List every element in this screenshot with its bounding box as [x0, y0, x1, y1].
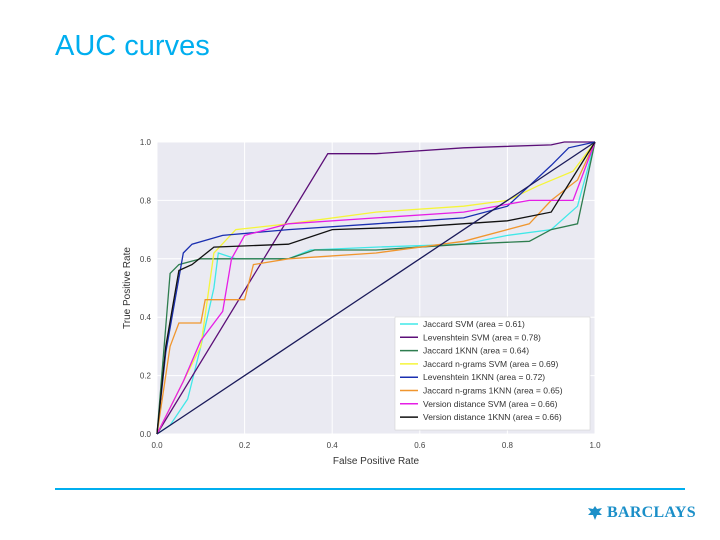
legend-label-6: Version distance SVM (area = 0.66) — [423, 399, 558, 409]
legend-label-0: Jaccard SVM (area = 0.61) — [423, 319, 525, 329]
eagle-icon — [588, 506, 602, 520]
x-axis-label: False Positive Rate — [333, 456, 420, 467]
legend-label-4: Levenshtein 1KNN (area = 0.72) — [423, 372, 545, 382]
y-tick-label: 0.6 — [140, 255, 152, 264]
x-tick-label: 0.0 — [151, 441, 163, 450]
x-tick-label: 0.4 — [327, 441, 339, 450]
y-tick-label: 0.2 — [140, 372, 152, 381]
legend-label-2: Jaccard 1KNN (area = 0.64) — [423, 346, 529, 356]
x-tick-labels: 0.0 0.2 0.4 0.6 0.8 1.0 — [151, 441, 601, 450]
legend-box — [394, 316, 591, 431]
series-line-7 — [156, 141, 596, 435]
legend-label-1: Levenshtein SVM (area = 0.78) — [423, 332, 541, 342]
auc-chart: 0.0 0.2 0.4 0.6 0.8 1.0 0.0 0.2 0.4 0.6 0.8 1.0 Fa… — [122, 138, 601, 467]
series-line-4 — [156, 141, 596, 435]
slide-title: AUC curves — [55, 30, 210, 62]
x-tick-label: 0.6 — [414, 441, 426, 450]
series-line-5 — [156, 141, 596, 435]
series-line-2 — [156, 141, 596, 435]
legend-label-3: Jaccard n-grams SVM (area = 0.69) — [423, 359, 559, 369]
x-tick-label: 0.8 — [502, 441, 514, 450]
x-tick-label: 0.2 — [239, 441, 251, 450]
y-tick-labels: 0.0 0.2 0.4 0.6 0.8 1.0 — [140, 138, 152, 439]
footer-divider — [55, 488, 685, 490]
x-tick-label: 1.0 — [589, 441, 601, 450]
legend-label-7: Version distance 1KNN (area = 0.66) — [423, 412, 562, 422]
legend-label-5: Jaccard n-grams 1KNN (area = 0.65) — [423, 386, 563, 396]
y-axis-label: True Positive Rate — [122, 247, 133, 329]
brand-logo: BARCLAYS — [586, 504, 696, 522]
y-tick-label: 0.0 — [140, 430, 152, 439]
y-tick-label: 0.4 — [140, 313, 152, 322]
y-tick-label: 0.8 — [140, 196, 152, 205]
series-line-8 — [156, 141, 596, 435]
y-tick-label: 1.0 — [140, 138, 152, 147]
series-line-1 — [156, 141, 595, 435]
brand-name: BARCLAYS — [607, 504, 696, 521]
series-line-6 — [156, 141, 596, 435]
series-group — [156, 141, 596, 435]
legend: Jaccard SVM (area = 0.61) Levenshtein SVM… — [394, 316, 591, 431]
